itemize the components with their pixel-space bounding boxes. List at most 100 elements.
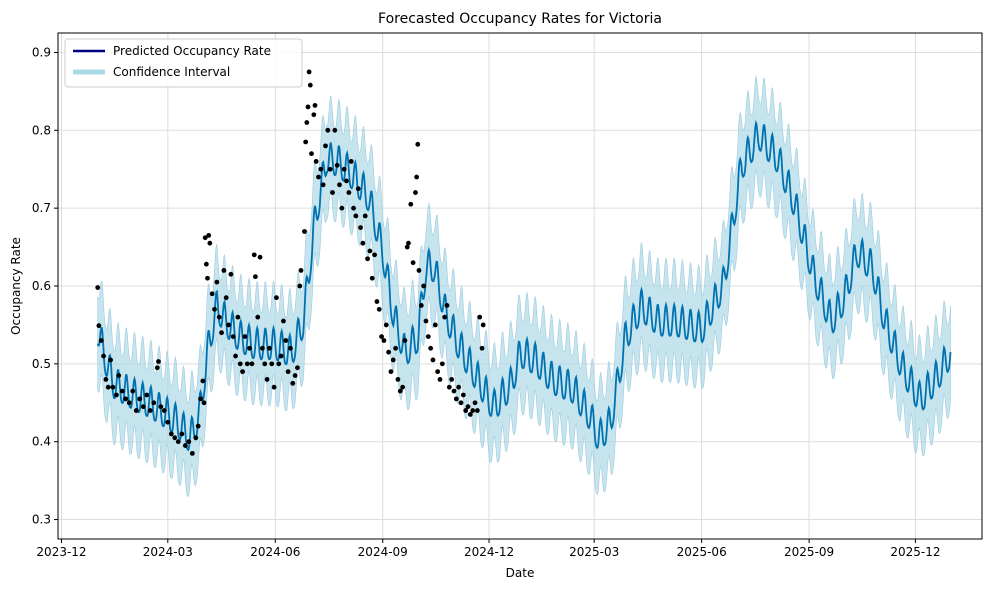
observed-point bbox=[242, 334, 248, 339]
observed-point bbox=[395, 377, 401, 382]
observed-point bbox=[200, 378, 206, 384]
observed-point bbox=[372, 252, 377, 258]
observed-point bbox=[477, 314, 483, 320]
observed-point bbox=[288, 345, 293, 351]
observed-point bbox=[360, 240, 366, 246]
observed-point bbox=[223, 295, 229, 301]
observed-point bbox=[201, 400, 207, 406]
observed-points bbox=[95, 69, 486, 456]
observed-point bbox=[140, 404, 146, 410]
x-tick-label: 2025-06 bbox=[677, 545, 727, 559]
observed-point bbox=[418, 303, 424, 308]
observed-point bbox=[442, 314, 448, 320]
observed-point bbox=[346, 190, 352, 195]
observed-point bbox=[312, 102, 318, 108]
observed-point bbox=[460, 392, 466, 398]
observed-point bbox=[306, 69, 312, 75]
legend-interval-label: Confidence Interval bbox=[113, 65, 230, 79]
observed-point bbox=[404, 244, 410, 250]
observed-point bbox=[186, 439, 192, 445]
observed-point bbox=[237, 361, 243, 367]
observed-point bbox=[278, 353, 284, 359]
observed-point bbox=[298, 268, 304, 273]
observed-point bbox=[172, 435, 178, 441]
observed-point bbox=[439, 361, 445, 367]
observed-point bbox=[307, 82, 313, 88]
chart-title: Forecasted Occupancy Rates for Victoria bbox=[378, 11, 662, 27]
observed-point bbox=[276, 361, 282, 367]
observed-point bbox=[264, 377, 270, 382]
observed-point bbox=[348, 159, 354, 164]
y-tick-label: 0.9 bbox=[32, 45, 51, 59]
x-tick-label: 2024-06 bbox=[250, 545, 300, 559]
observed-point bbox=[119, 388, 125, 394]
observed-point bbox=[226, 322, 231, 328]
observed-point bbox=[311, 112, 317, 118]
observed-point bbox=[144, 392, 150, 398]
observed-point bbox=[274, 295, 279, 301]
observed-point bbox=[327, 166, 333, 172]
observed-point bbox=[193, 435, 199, 441]
observed-point bbox=[358, 225, 363, 231]
observed-point bbox=[251, 252, 257, 258]
observed-point bbox=[110, 384, 116, 390]
observed-point bbox=[269, 361, 275, 367]
observed-point bbox=[255, 314, 261, 320]
observed-point bbox=[206, 233, 212, 238]
observed-point bbox=[413, 190, 418, 195]
legend-prediction-label: Predicted Occupancy Rate bbox=[113, 44, 271, 58]
observed-point bbox=[147, 408, 153, 413]
observed-point bbox=[416, 268, 422, 273]
y-tick-label: 0.3 bbox=[32, 513, 51, 527]
observed-point bbox=[383, 322, 389, 328]
observed-point bbox=[212, 306, 217, 312]
observed-point bbox=[161, 408, 167, 413]
legend-box bbox=[64, 38, 303, 88]
observed-point bbox=[393, 345, 398, 351]
observed-point bbox=[425, 334, 431, 339]
observed-point bbox=[228, 271, 234, 277]
observed-point bbox=[304, 120, 310, 125]
x-tick-label: 2023-12 bbox=[36, 545, 86, 559]
observed-point bbox=[355, 186, 361, 192]
x-tick-label: 2025-03 bbox=[569, 545, 619, 559]
observed-point bbox=[175, 439, 181, 445]
observed-point bbox=[446, 384, 452, 390]
prediction-series-line bbox=[96, 119, 952, 452]
observed-point bbox=[367, 248, 373, 254]
observed-point bbox=[451, 388, 457, 394]
observed-point bbox=[240, 369, 245, 375]
observed-point bbox=[400, 384, 406, 390]
x-tick-label: 2024-03 bbox=[143, 545, 193, 559]
observed-point bbox=[474, 408, 480, 413]
observed-point bbox=[108, 357, 113, 363]
observed-point bbox=[295, 365, 300, 371]
confidence-interval-area bbox=[97, 75, 951, 498]
observed-point bbox=[257, 254, 263, 260]
observed-point bbox=[334, 162, 340, 168]
observed-point bbox=[203, 261, 209, 267]
observed-point bbox=[332, 127, 338, 133]
x-tick-label: 2025-09 bbox=[784, 545, 834, 559]
observed-point bbox=[374, 299, 380, 304]
observed-point bbox=[105, 384, 111, 390]
observed-point bbox=[414, 174, 420, 180]
observed-point bbox=[202, 235, 208, 241]
x-axis-label: Date bbox=[506, 566, 535, 580]
observed-point bbox=[267, 345, 272, 351]
observed-point bbox=[214, 279, 220, 285]
observed-point bbox=[303, 139, 309, 145]
observed-point bbox=[437, 377, 443, 382]
observed-point bbox=[369, 275, 375, 281]
observed-point bbox=[470, 408, 476, 413]
observed-point bbox=[449, 377, 455, 382]
observed-point bbox=[189, 450, 195, 456]
observed-point bbox=[410, 260, 416, 266]
observed-point bbox=[365, 256, 370, 262]
observed-point bbox=[116, 373, 122, 378]
observed-point bbox=[453, 396, 459, 402]
observed-point bbox=[351, 205, 356, 211]
observed-point bbox=[101, 353, 106, 359]
observed-point bbox=[421, 283, 427, 289]
observed-point bbox=[114, 392, 119, 398]
